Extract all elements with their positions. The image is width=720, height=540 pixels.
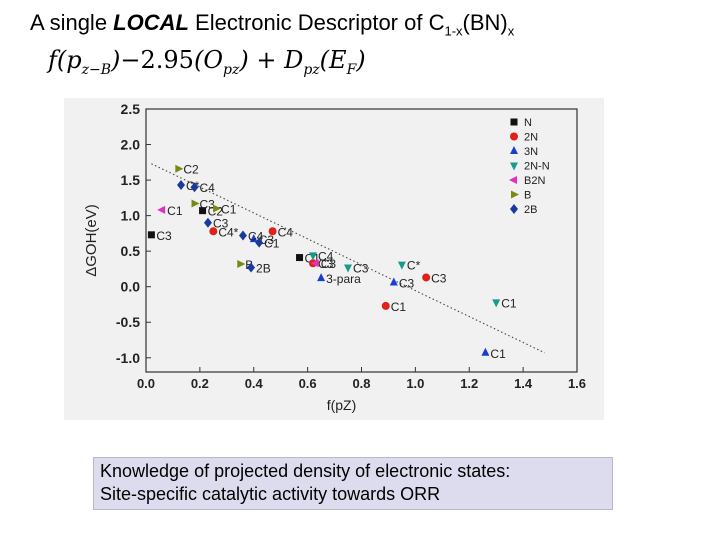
data-point xyxy=(203,217,212,228)
point-label: C* xyxy=(407,259,421,273)
point-label: 3-para xyxy=(326,272,361,286)
legend-label: B xyxy=(524,190,531,202)
point-label: C3 xyxy=(353,262,369,276)
data-point xyxy=(255,237,264,248)
legend-label: N xyxy=(524,117,532,129)
x-axis-label: f(pZ) xyxy=(327,397,357,413)
point-label: C4* xyxy=(218,225,238,239)
legend-marker xyxy=(510,162,518,171)
note-box: Knowledge of projected density of electr… xyxy=(93,457,613,510)
data-point xyxy=(209,227,218,236)
legend-marker xyxy=(510,132,518,141)
data-point xyxy=(199,207,207,215)
point-label: C3 xyxy=(259,233,275,247)
point-label: C1 xyxy=(264,237,280,251)
point-label: C1 xyxy=(490,347,506,361)
slide-title: A single LOCAL Electronic Descriptor of … xyxy=(30,10,515,39)
x-tick-label: 1.2 xyxy=(460,376,478,391)
data-point xyxy=(317,273,326,282)
data-point xyxy=(422,273,431,282)
data-point xyxy=(381,301,390,310)
x-tick-label: 1.0 xyxy=(406,376,424,391)
legend-marker xyxy=(510,118,518,126)
data-point xyxy=(213,204,222,213)
data-point xyxy=(268,227,277,236)
point-label: C1 xyxy=(167,204,183,218)
legend-marker xyxy=(509,176,517,184)
x-tick-label: 0.0 xyxy=(137,376,155,391)
descriptor-formula: f(pz−B)−2.95(Opz) + Dpz(EF) xyxy=(48,46,366,78)
legend-label: 2B xyxy=(524,204,537,216)
point-label: C1 xyxy=(501,296,517,310)
data-point xyxy=(177,180,186,191)
note-line-2: Site-specific catalytic activity towards… xyxy=(100,484,441,504)
x-tick-label: 0.2 xyxy=(191,376,209,391)
y-tick-label: 0.5 xyxy=(121,243,141,259)
point-label: C3 xyxy=(318,257,334,271)
data-point xyxy=(175,164,184,173)
note-line-1: Knowledge of projected density of electr… xyxy=(100,461,511,481)
plot-frame xyxy=(145,108,578,373)
data-point xyxy=(190,182,199,193)
data-point xyxy=(157,205,166,214)
x-tick-label: 0.8 xyxy=(352,376,370,391)
data-point xyxy=(237,259,246,268)
data-point xyxy=(481,347,490,356)
point-label: C3 xyxy=(399,276,415,290)
data-point xyxy=(296,254,304,262)
x-tick-label: 1.6 xyxy=(568,376,586,391)
legend-label: 2N xyxy=(524,132,538,144)
data-point xyxy=(389,277,398,286)
point-label: C2 xyxy=(183,163,199,177)
y-tick-label: 2.5 xyxy=(121,101,141,117)
legend-label: 3N xyxy=(524,146,538,158)
y-tick-label: -0.5 xyxy=(116,314,140,330)
data-point xyxy=(310,259,319,268)
x-tick-label: 0.6 xyxy=(299,376,317,391)
fit-line xyxy=(151,163,545,354)
point-label: C3 xyxy=(431,271,447,285)
point-label: 2B xyxy=(256,262,271,276)
y-tick-label: 1.5 xyxy=(121,172,141,188)
point-label: C3 xyxy=(213,217,229,231)
data-point xyxy=(238,230,247,241)
x-tick-label: 0.4 xyxy=(245,376,264,391)
point-label: C3 xyxy=(156,229,172,243)
y-tick-label: -1.0 xyxy=(116,350,140,366)
scatter-chart: 0.0 0.2 0.4 0.6 0.8 1.0 1.2 1.4 1.6 2.5 2.0 1.5 1.0 0… xyxy=(83,101,586,413)
point-label: C4 xyxy=(318,249,334,263)
legend-marker xyxy=(511,190,519,199)
point-label: C4 xyxy=(278,225,294,239)
y-tick-label: 1.0 xyxy=(121,208,141,224)
data-point xyxy=(147,231,155,239)
point-label: C3 xyxy=(199,198,215,212)
point-label: C3 xyxy=(321,257,337,271)
data-point xyxy=(249,234,258,243)
data-point xyxy=(247,262,256,273)
x-tick-label: 1.4 xyxy=(514,376,533,391)
data-point xyxy=(191,199,200,208)
legend-label: 2N-N xyxy=(524,161,550,173)
data-point xyxy=(309,252,318,261)
y-tick-label: 2.0 xyxy=(121,137,141,153)
legend-marker xyxy=(510,204,518,214)
point-label: C1 xyxy=(391,300,407,314)
y-tick-label: 0.0 xyxy=(121,279,141,295)
data-point xyxy=(344,264,353,273)
data-point xyxy=(397,261,406,270)
data-point xyxy=(492,299,501,308)
point-label: C1 xyxy=(221,203,237,217)
legend-marker xyxy=(510,146,518,154)
y-axis-label: ΔGOH(eV) xyxy=(83,204,100,277)
point-label: C4 xyxy=(199,181,215,195)
legend-label: B2N xyxy=(524,175,545,187)
